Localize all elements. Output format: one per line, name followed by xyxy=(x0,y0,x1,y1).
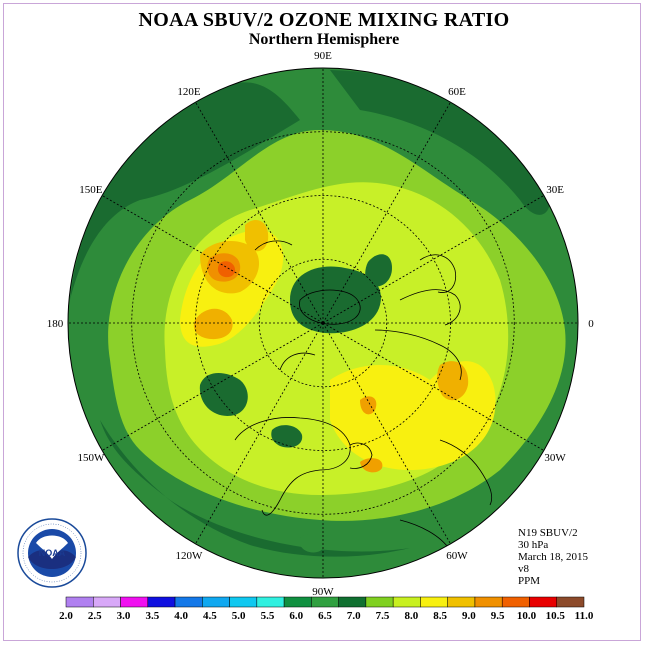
legend-swatch xyxy=(311,596,339,608)
legend-tick-label: 10.5 xyxy=(546,610,566,622)
noaa-logo-text: NOAA xyxy=(39,548,66,558)
legend-tick-label: 8.0 xyxy=(404,610,418,622)
legend-swatch xyxy=(120,596,149,608)
longitude-label: 60W xyxy=(446,550,468,562)
legend-tick-label: 2.0 xyxy=(59,610,73,622)
longitude-label: 120W xyxy=(176,550,204,562)
legend-tick-label: 7.5 xyxy=(376,610,390,622)
legend-swatch xyxy=(283,596,312,608)
legend-tick-label: 6.5 xyxy=(318,610,332,622)
legend-tick-label: 4.0 xyxy=(174,610,188,622)
legend-tick-label: 5.5 xyxy=(261,610,275,622)
longitude-labels: 90E 60E 30E 0 30W 60W 90W 120W 150W 180 150E 120E xyxy=(47,50,595,598)
satellite-label: N19 SBUV/2 xyxy=(518,527,578,539)
units-label: PPM xyxy=(518,575,541,587)
latitude-circle xyxy=(258,258,388,388)
graticule xyxy=(68,68,578,578)
ozone-field xyxy=(68,68,578,578)
map-info: N19 SBUV/2 30 hPa March 18, 2015 v8 PPM xyxy=(518,527,588,587)
legend-swatch xyxy=(93,596,121,608)
map-border xyxy=(67,67,579,579)
longitude-label: 0 xyxy=(588,318,594,330)
legend-tick-label: 3.0 xyxy=(117,610,131,622)
map-subtitle: Northern Hemisphere xyxy=(248,31,400,48)
legend-swatch xyxy=(529,596,557,608)
latitude-circle xyxy=(195,195,451,451)
legend-tick-label: 2.5 xyxy=(88,610,102,622)
legend-tick-label: 10.0 xyxy=(517,610,537,622)
legend-tick-label: 3.5 xyxy=(145,610,159,622)
legend-tick-label: 11.0 xyxy=(575,610,594,622)
longitude-label: 150W xyxy=(77,452,105,464)
meridian-line xyxy=(322,322,451,545)
legend-swatch xyxy=(229,596,258,608)
meridian-line xyxy=(322,322,545,451)
longitude-label: 90W xyxy=(312,586,334,598)
longitude-label: 60E xyxy=(448,86,466,98)
legend-swatch xyxy=(392,596,421,608)
legend-swatch xyxy=(365,596,394,608)
meridian-line xyxy=(322,195,545,324)
map-title: NOAA SBUV/2 OZONE MIXING RATIO xyxy=(138,9,510,31)
legend-swatch xyxy=(174,596,203,608)
legend-swatch xyxy=(338,596,367,608)
legend-swatch xyxy=(420,596,448,608)
longitude-label: 30W xyxy=(544,452,566,464)
pressure-level-label: 30 hPa xyxy=(518,539,549,551)
longitude-label: 150E xyxy=(79,184,103,196)
legend-tick-label: 8.5 xyxy=(433,610,447,622)
meridian-line xyxy=(195,322,324,545)
longitude-label: 120E xyxy=(177,86,201,98)
legend-swatch xyxy=(556,596,585,608)
legend-tick-label: 9.0 xyxy=(462,610,476,622)
legend-tick-label: 6.0 xyxy=(289,610,303,622)
latitude-circle xyxy=(131,131,515,515)
legend-swatch xyxy=(147,596,176,608)
version-label: v8 xyxy=(518,563,529,575)
legend-swatch xyxy=(447,596,476,608)
legend-swatch xyxy=(501,596,530,608)
meridian-line xyxy=(101,195,324,324)
longitude-label: 30E xyxy=(546,184,564,196)
longitude-label: 180 xyxy=(47,318,64,330)
meridian-line xyxy=(101,322,324,451)
legend-swatch xyxy=(202,596,230,608)
noaa-logo: NOAA xyxy=(17,518,87,588)
date-label: March 18, 2015 xyxy=(518,551,588,563)
meridian-line xyxy=(322,101,451,324)
longitude-label: 90E xyxy=(314,50,332,62)
legend-tick-label: 7.0 xyxy=(347,610,361,622)
legend-swatch xyxy=(65,596,94,608)
legend-tick-label: 9.5 xyxy=(491,610,505,622)
page-frame xyxy=(3,3,641,641)
legend-tick-label: 5.0 xyxy=(232,610,246,622)
legend-swatch xyxy=(256,596,285,608)
legend-swatch xyxy=(474,596,503,608)
legend-tick-label: 4.5 xyxy=(203,610,217,622)
meridian-line xyxy=(195,101,324,324)
